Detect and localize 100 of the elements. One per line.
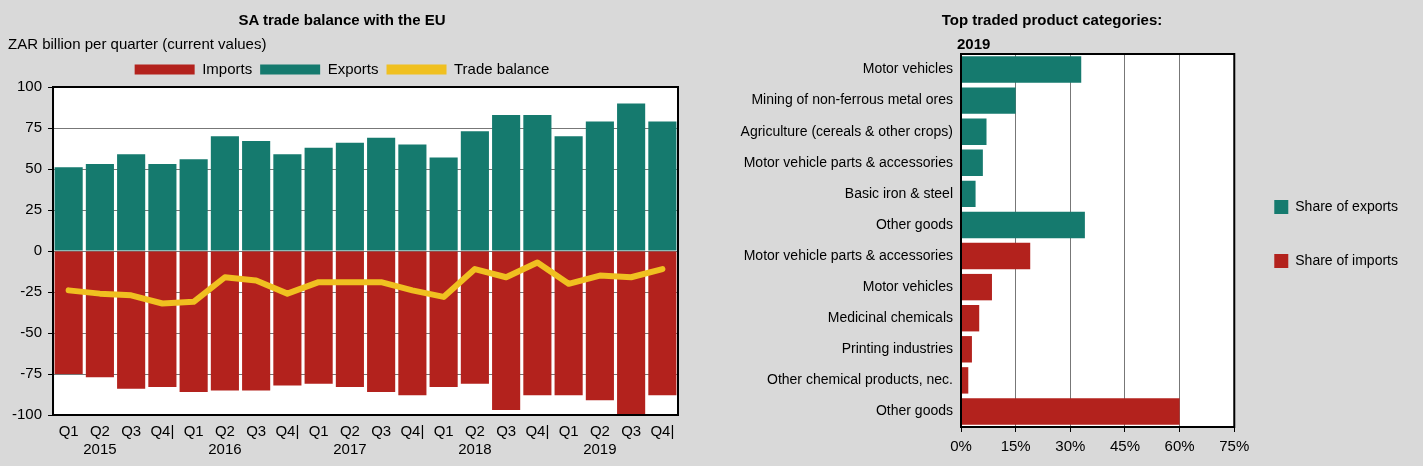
bar bbox=[242, 141, 271, 251]
x-tick-label: Q2 2019 bbox=[583, 422, 617, 458]
bar bbox=[648, 251, 677, 396]
y-tick-label: 50 bbox=[25, 159, 43, 177]
bar bbox=[148, 164, 177, 251]
y-tick-label: Other goods bbox=[875, 402, 953, 419]
x-tick-label: Q2 2016 bbox=[208, 422, 242, 458]
bar bbox=[961, 87, 1016, 114]
bar bbox=[210, 136, 239, 251]
bar bbox=[398, 251, 427, 396]
bar bbox=[54, 167, 83, 251]
x-tick-label: Q3 bbox=[371, 422, 392, 440]
x-tick-label: Q3 bbox=[621, 422, 642, 440]
x-tick-label: Q4| bbox=[150, 422, 175, 440]
bar bbox=[961, 336, 972, 363]
y-tick-label: Medicinal chemicals bbox=[827, 309, 953, 326]
bar bbox=[85, 164, 114, 251]
x-tick-label: Q4| bbox=[650, 422, 675, 440]
y-tick-label: Basic iron & steel bbox=[844, 184, 953, 201]
bar bbox=[523, 114, 552, 251]
legend-label: Trade balance bbox=[454, 59, 550, 77]
y-tick-label: Motor vehicle parts & accessories bbox=[743, 246, 953, 263]
y-tick-label: Other chemical products, nec. bbox=[767, 371, 953, 388]
bar bbox=[961, 180, 976, 208]
bar bbox=[242, 251, 271, 391]
x-tick-label: 30% bbox=[1055, 437, 1086, 455]
x-tick-label: Q2 2018 bbox=[458, 422, 492, 458]
bar bbox=[179, 251, 208, 393]
bar bbox=[648, 121, 677, 251]
y-tick-label: 75 bbox=[25, 118, 43, 136]
x-tick-label: 75% bbox=[1219, 437, 1250, 455]
bar bbox=[179, 159, 208, 251]
bar bbox=[304, 251, 333, 384]
x-tick-label: 0% bbox=[950, 437, 972, 455]
y-tick-label: Motor vehicle parts & accessories bbox=[743, 153, 953, 170]
legend-label: Share of imports bbox=[1295, 251, 1398, 268]
chart-title: Top traded product categories: bbox=[941, 11, 1163, 29]
bar bbox=[460, 251, 489, 384]
y-tick-label: Motor vehicles bbox=[862, 277, 953, 294]
bar bbox=[54, 251, 83, 374]
x-tick-label: Q1 bbox=[558, 422, 579, 440]
chart-subtitle: 2019 bbox=[957, 34, 991, 52]
bar bbox=[335, 251, 364, 388]
y-axis-title: ZAR billion per quarter (current values) bbox=[8, 34, 267, 52]
y-tick-label: -50 bbox=[20, 323, 43, 341]
legend-label: Imports bbox=[202, 59, 253, 77]
chart-title: SA trade balance with the EU bbox=[238, 11, 446, 29]
bar bbox=[429, 251, 458, 388]
y-tick-label: -25 bbox=[20, 282, 43, 300]
bar bbox=[210, 251, 239, 391]
bar bbox=[273, 154, 302, 251]
bar bbox=[335, 142, 364, 251]
bar bbox=[961, 118, 987, 145]
bar bbox=[961, 305, 980, 332]
x-tick-label: Q4| bbox=[400, 422, 425, 440]
bar bbox=[492, 114, 521, 251]
x-tick-label: Q1 bbox=[433, 422, 454, 440]
y-tick-label: Motor vehicles bbox=[862, 60, 953, 77]
bar bbox=[554, 251, 583, 396]
y-tick-label: Printing industries bbox=[841, 340, 953, 357]
bar bbox=[961, 56, 1082, 83]
bar bbox=[585, 251, 614, 401]
bar bbox=[617, 103, 646, 251]
y-tick-label: -100 bbox=[11, 405, 43, 423]
y-tick-label: -75 bbox=[20, 364, 43, 382]
bar bbox=[117, 251, 146, 389]
y-tick-label: 100 bbox=[16, 77, 43, 95]
bar bbox=[961, 211, 1085, 239]
y-tick-label: 0 bbox=[33, 241, 43, 259]
x-tick-label: Q4| bbox=[525, 422, 550, 440]
bar bbox=[554, 136, 583, 251]
x-tick-label: 45% bbox=[1109, 437, 1140, 455]
x-tick-label: Q1 bbox=[183, 422, 204, 440]
x-tick-label: Q3 bbox=[246, 422, 267, 440]
bar bbox=[148, 251, 177, 388]
x-tick-label: Q3 bbox=[121, 422, 142, 440]
bar bbox=[398, 144, 427, 251]
bar bbox=[117, 154, 146, 251]
bar bbox=[304, 147, 333, 251]
bar bbox=[961, 149, 983, 176]
x-tick-label: Q2 2017 bbox=[333, 422, 367, 458]
bar bbox=[85, 251, 114, 378]
bar bbox=[273, 251, 302, 386]
x-tick-label: Q2 2015 bbox=[83, 422, 117, 458]
x-tick-label: 60% bbox=[1164, 437, 1195, 455]
bar bbox=[367, 251, 396, 393]
bar bbox=[585, 121, 614, 251]
bar bbox=[492, 251, 521, 411]
bar bbox=[523, 251, 552, 396]
bar bbox=[367, 137, 396, 251]
x-tick-label: Q1 bbox=[308, 422, 329, 440]
bar bbox=[961, 273, 992, 301]
x-tick-label: Q1 bbox=[58, 422, 79, 440]
x-tick-label: Q3 bbox=[496, 422, 517, 440]
legend-label: Exports bbox=[327, 59, 379, 77]
y-tick-label: Other goods bbox=[875, 215, 953, 232]
bar bbox=[961, 398, 1180, 425]
x-tick-label: Q4| bbox=[275, 422, 300, 440]
y-tick-label: Mining of non-ferrous metal ores bbox=[751, 91, 953, 108]
bar bbox=[429, 157, 458, 251]
